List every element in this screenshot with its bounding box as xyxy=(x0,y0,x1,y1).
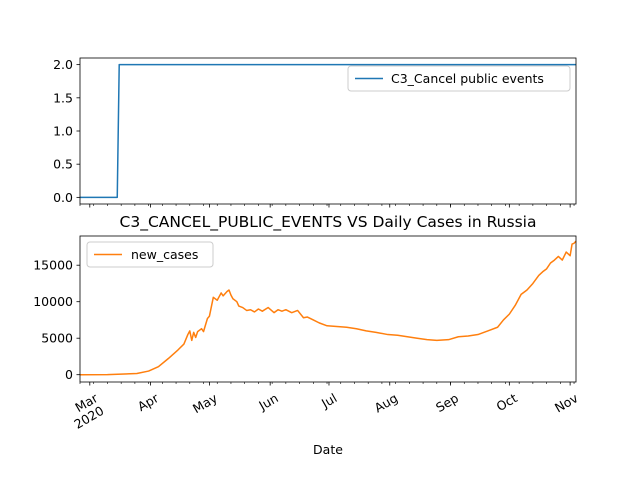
bottom-series-lines xyxy=(79,240,577,376)
bottom-y-tick-label: 5000 xyxy=(41,331,73,346)
top-legend-box xyxy=(347,65,571,92)
bottom-series-line-0 xyxy=(79,240,577,376)
x-axis-label: Date xyxy=(313,442,343,457)
bottom-y-tick-label: 15000 xyxy=(33,258,73,273)
bottom-y-axis-ticks: 0 5000 10000 15000 xyxy=(33,258,80,382)
top-y-tick-label: 1.0 xyxy=(53,124,73,139)
bottom-legend-label: new_cases xyxy=(131,247,198,262)
top-y-tick-label: 0.0 xyxy=(53,190,73,205)
top-legend: C3_Cancel public events xyxy=(347,65,571,92)
bottom-x-tick-label: Jul xyxy=(318,390,339,411)
bottom-axes-frame xyxy=(79,235,577,383)
bottom-legend: new_cases xyxy=(86,241,214,268)
top-series-line-0 xyxy=(80,63,576,199)
bottom-y-tick-label: 10000 xyxy=(33,294,73,309)
top-y-axis-ticks: 0.0 0.5 1.0 1.5 2.0 xyxy=(53,57,80,205)
top-y-tick-label: 1.5 xyxy=(53,90,73,105)
x-tick-label-line: Jul xyxy=(318,390,339,411)
top-y-tick-label: 0.5 xyxy=(53,157,73,172)
top-y-tick-label: 2.0 xyxy=(53,57,73,72)
bottom-y-tick-label: 0 xyxy=(65,367,73,382)
bottom-legend-box xyxy=(86,241,214,268)
top-x-axis-ticks xyxy=(79,204,575,208)
top-series-lines xyxy=(80,63,576,199)
top-subplot: 0.0 0.5 1.0 1.5 2.0 C3_Cancel public events xyxy=(53,57,577,208)
top-legend-label: C3_Cancel public events xyxy=(391,71,544,86)
chart-title: C3_CANCEL_PUBLIC_EVENTS VS Daily Cases i… xyxy=(120,213,537,232)
